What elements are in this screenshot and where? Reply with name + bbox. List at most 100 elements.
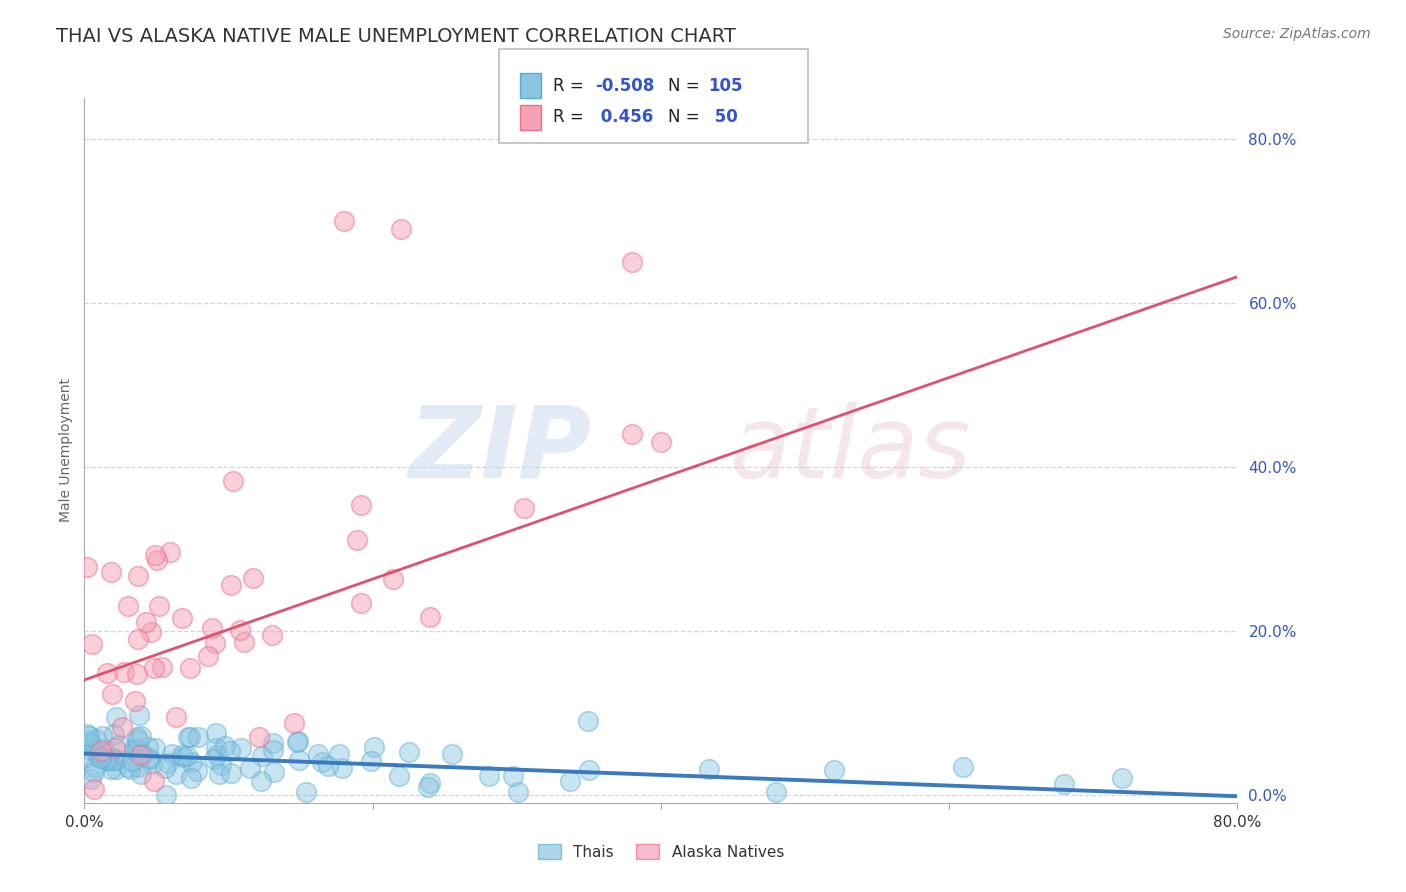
- Thais: [127, 733, 149, 747]
- Thais: [141, 757, 163, 772]
- Alaska Natives: [125, 667, 148, 681]
- Text: N =: N =: [668, 77, 704, 95]
- Thais: [502, 769, 524, 783]
- Alaska Natives: [127, 632, 149, 647]
- Thais: [117, 759, 139, 773]
- Thais: [103, 753, 125, 767]
- Thais: [105, 762, 128, 776]
- Thais: [307, 747, 329, 761]
- Thais: [204, 726, 226, 740]
- Thais: [160, 747, 183, 761]
- Thais: [508, 785, 530, 799]
- Thais: [287, 734, 309, 748]
- Thais: [90, 751, 112, 765]
- Thais: [172, 750, 194, 764]
- Thais: [125, 741, 148, 756]
- Thais: [128, 708, 150, 723]
- Thais: [80, 737, 103, 751]
- Alaska Natives: [100, 565, 122, 579]
- Thais: [697, 762, 720, 776]
- Thais: [129, 766, 152, 780]
- Thais: [79, 735, 101, 749]
- Alaska Natives: [204, 636, 226, 650]
- Alaska Natives: [165, 709, 187, 723]
- Thais: [155, 788, 177, 802]
- Alaska Natives: [391, 222, 413, 236]
- Thais: [125, 730, 148, 744]
- Thais: [1111, 771, 1133, 785]
- Text: THAI VS ALASKA NATIVE MALE UNEMPLOYMENT CORRELATION CHART: THAI VS ALASKA NATIVE MALE UNEMPLOYMENT …: [56, 27, 737, 45]
- Thais: [311, 756, 333, 770]
- Thais: [97, 750, 120, 764]
- Alaska Natives: [135, 615, 157, 630]
- Thais: [131, 746, 153, 760]
- Thais: [263, 765, 285, 780]
- Thais: [952, 760, 974, 774]
- Alaska Natives: [103, 740, 125, 755]
- Alaska Natives: [219, 578, 242, 592]
- Thais: [86, 747, 108, 761]
- Y-axis label: Male Unemployment: Male Unemployment: [59, 378, 73, 523]
- Thais: [107, 738, 129, 752]
- Thais: [416, 780, 439, 794]
- Thais: [440, 747, 463, 762]
- Alaska Natives: [283, 716, 305, 731]
- Alaska Natives: [143, 548, 166, 562]
- Thais: [558, 774, 581, 789]
- Alaska Natives: [262, 627, 284, 641]
- Alaska Natives: [229, 624, 252, 638]
- Thais: [103, 727, 125, 741]
- Thais: [104, 753, 127, 767]
- Thais: [94, 752, 117, 766]
- Thais: [89, 751, 111, 765]
- Thais: [77, 729, 100, 743]
- Thais: [419, 776, 441, 790]
- Alaska Natives: [159, 545, 181, 559]
- Thais: [127, 760, 149, 774]
- Thais: [177, 730, 200, 744]
- Alaska Natives: [110, 720, 132, 734]
- Thais: [136, 739, 159, 754]
- Alaska Natives: [197, 649, 219, 664]
- Thais: [205, 747, 228, 762]
- Thais: [139, 751, 162, 765]
- Thais: [179, 730, 201, 744]
- Alaska Natives: [201, 621, 224, 635]
- Thais: [80, 772, 103, 786]
- Alaska Natives: [148, 599, 170, 613]
- Thais: [229, 741, 252, 756]
- Thais: [316, 758, 339, 772]
- Thais: [136, 751, 159, 765]
- Alaska Natives: [179, 661, 201, 675]
- Thais: [388, 769, 411, 783]
- Thais: [295, 785, 318, 799]
- Thais: [187, 730, 209, 744]
- Thais: [262, 743, 284, 757]
- Thais: [91, 742, 114, 756]
- Thais: [285, 735, 308, 749]
- Thais: [202, 752, 225, 766]
- Alaska Natives: [90, 744, 112, 758]
- Text: 105: 105: [709, 77, 744, 95]
- Text: 80.0%: 80.0%: [1213, 815, 1261, 830]
- Thais: [129, 729, 152, 743]
- Alaska Natives: [621, 427, 644, 442]
- Alaska Natives: [76, 560, 98, 574]
- Thais: [172, 748, 194, 763]
- Thais: [578, 763, 600, 777]
- Alaska Natives: [350, 596, 373, 610]
- Thais: [91, 729, 114, 743]
- Thais: [363, 740, 385, 755]
- Alaska Natives: [513, 501, 536, 516]
- Alaska Natives: [221, 474, 243, 488]
- Thais: [83, 764, 105, 779]
- Alaska Natives: [128, 747, 150, 762]
- Thais: [118, 762, 141, 776]
- Thais: [1053, 776, 1076, 790]
- Thais: [288, 754, 311, 768]
- Thais: [823, 763, 845, 777]
- Alaska Natives: [142, 773, 165, 788]
- Alaska Natives: [127, 569, 149, 583]
- Thais: [262, 736, 284, 750]
- Alaska Natives: [233, 635, 256, 649]
